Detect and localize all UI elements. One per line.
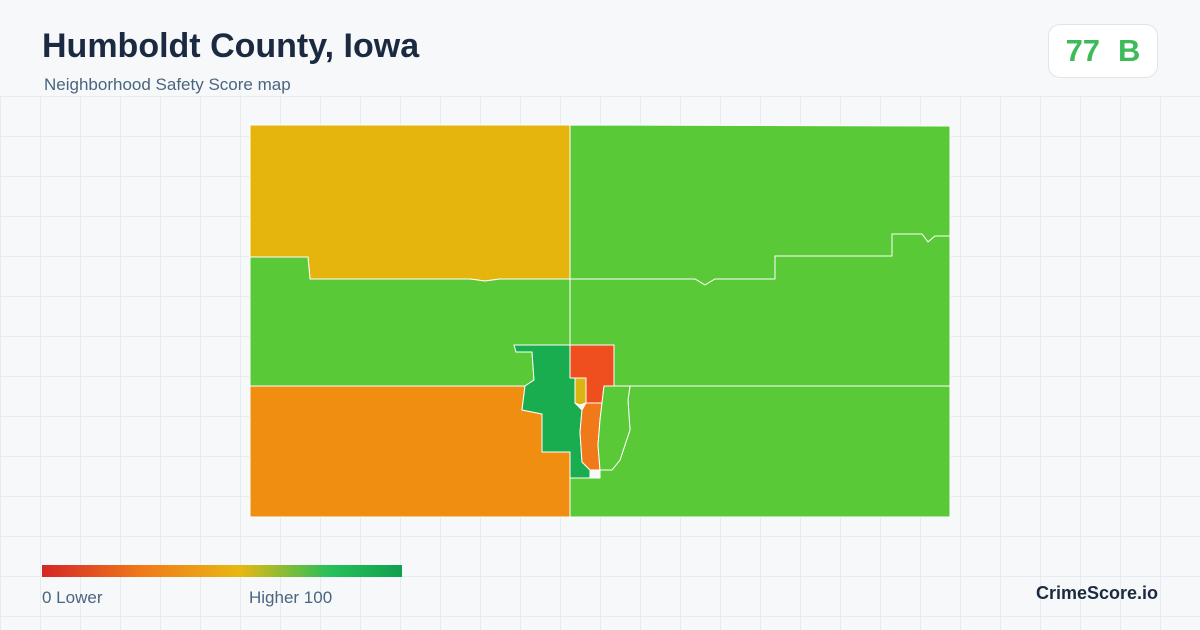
score-grade: B — [1118, 33, 1141, 68]
score-value: 77 — [1065, 33, 1101, 68]
page-title: Humboldt County, Iowa — [42, 27, 420, 65]
score-badge: 77 B — [1048, 24, 1158, 78]
page-subtitle: Neighborhood Safety Score map — [44, 75, 291, 94]
header-background — [0, 0, 1200, 96]
region-city-east[interactable] — [597, 385, 631, 471]
legend-color-bar — [42, 565, 402, 577]
region-city-small-yellow[interactable] — [574, 377, 587, 406]
legend-low-label: 0 Lower — [42, 588, 103, 607]
brand-logo-text[interactable]: CrimeScore.io — [1035, 583, 1158, 603]
region-sw[interactable] — [249, 385, 571, 518]
legend-high-label: Higher 100 — [249, 588, 333, 607]
